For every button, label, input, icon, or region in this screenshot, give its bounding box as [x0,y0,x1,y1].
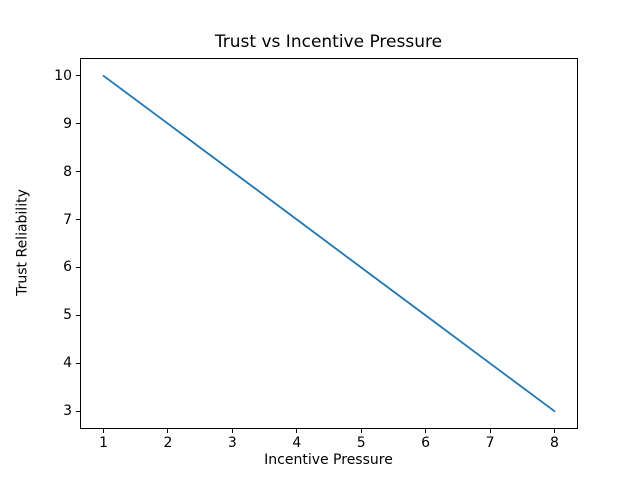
x-tick-label: 2 [163,435,173,451]
x-tick-label: 6 [421,435,431,451]
y-tick-mark [76,75,80,77]
y-tick-label: 8 [63,163,72,180]
x-tick-label: 7 [485,435,495,451]
x-tick-mark [167,429,169,433]
y-tick-mark [76,171,80,173]
trust-reliability-line [102,74,556,413]
y-tick-mark [76,410,80,412]
y-tick-label: 10 [54,67,72,84]
x-tick-mark [360,429,362,433]
x-tick-mark [425,429,427,433]
x-tick-label: 5 [356,435,366,451]
x-tick-label: 4 [292,435,302,451]
x-tick-mark [489,429,491,433]
x-tick-label: 3 [227,435,237,451]
x-tick-label: 1 [99,435,108,451]
y-tick-mark [76,123,80,125]
y-tick-label: 5 [63,307,72,324]
y-axis-label: Trust Reliability [14,189,31,296]
x-tick-mark [103,429,105,433]
x-tick-mark [296,429,298,433]
y-tick-label: 3 [63,403,72,420]
y-tick-mark [76,362,80,364]
y-tick-label: 4 [63,355,72,372]
line-series-canvas [102,74,556,413]
x-tick-mark [553,429,555,433]
x-tick-label: 8 [549,435,559,451]
x-tick-mark [231,429,233,433]
plot-area [80,58,578,429]
y-tick-label: 7 [63,211,72,228]
y-tick-label: 6 [63,259,72,276]
y-tick-mark [76,219,80,221]
chart-title: Trust vs Incentive Pressure [214,32,443,52]
y-tick-label: 9 [63,115,72,132]
y-tick-mark [76,266,80,268]
x-axis-label: Incentive Pressure [264,452,393,468]
y-tick-mark [76,314,80,316]
